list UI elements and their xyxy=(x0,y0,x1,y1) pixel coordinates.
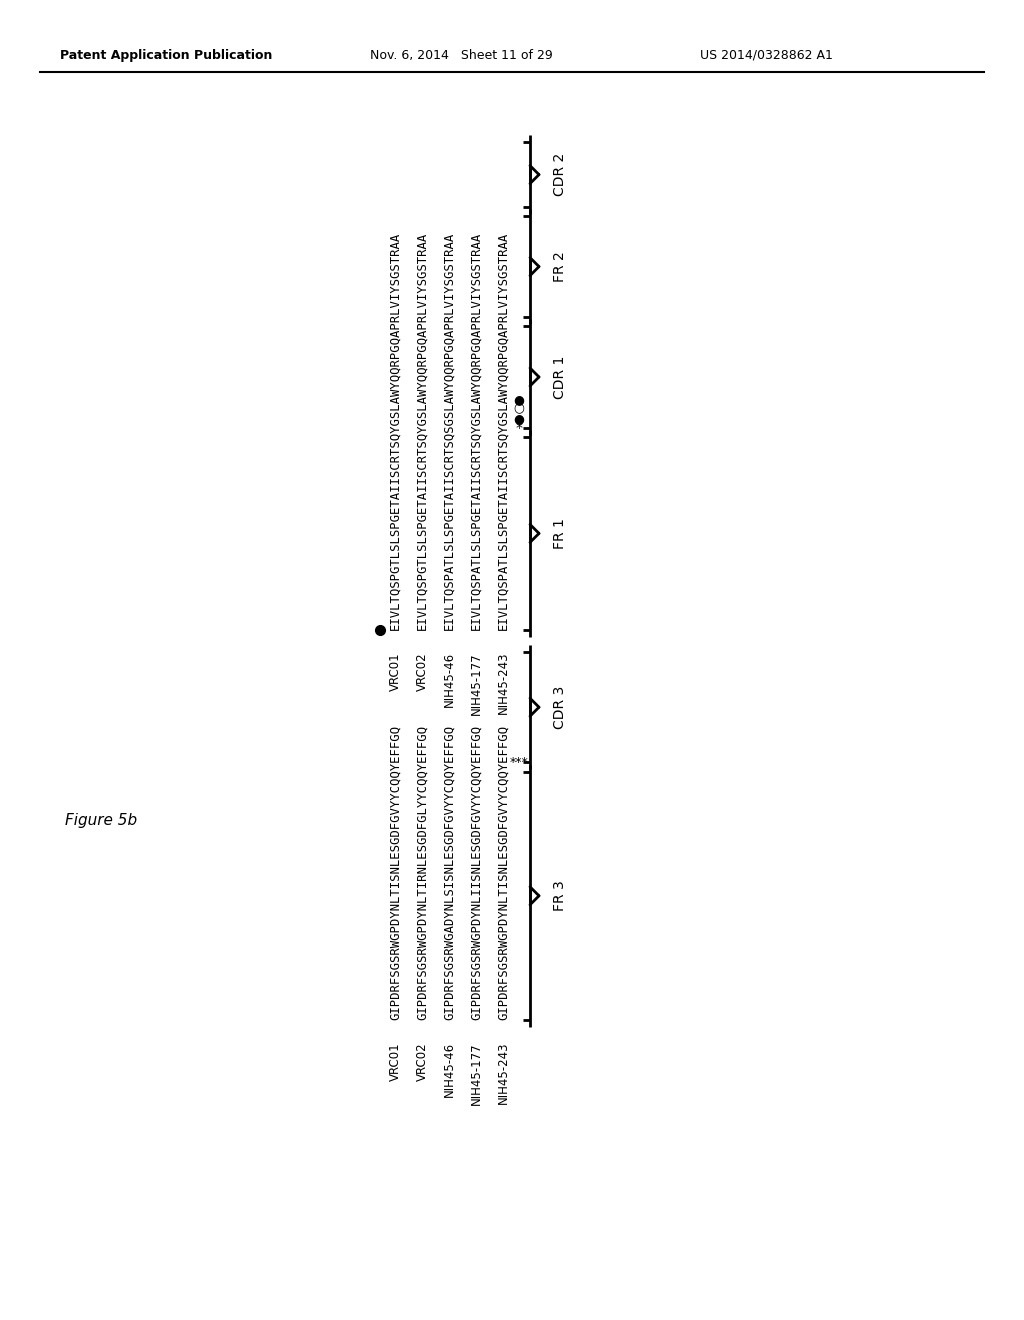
Text: VRC02: VRC02 xyxy=(416,1041,428,1081)
Text: Figure 5b: Figure 5b xyxy=(65,813,137,828)
Text: NIH45-46: NIH45-46 xyxy=(442,1041,456,1097)
Text: CDR 3: CDR 3 xyxy=(553,685,567,729)
Text: ●: ● xyxy=(514,412,524,425)
Text: ●: ● xyxy=(514,393,524,407)
Text: GIPDRFSGSRWGPDYNLTIRNLESGDFGLYYCQQYEFFGQ: GIPDRFSGSRWGPDYNLTIRNLESGDFGLYYCQQYEFFGQ xyxy=(416,725,428,1020)
Text: FR 1: FR 1 xyxy=(553,517,567,549)
Text: GIPDRFSGSRWGPDYNLIISNLESGDFGVYYCQQYEFFGQ: GIPDRFSGSRWGPDYNLIISNLESGDFGVYYCQQYEFFGQ xyxy=(469,725,482,1020)
Text: EIVLTQSPATLSLSPGETAIISCRTSQYGSLAWYQQRPGQAPRLVIYSGSTRAA: EIVLTQSPATLSLSPGETAIISCRTSQYGSLAWYQQRPGQ… xyxy=(469,232,482,630)
Text: ***: *** xyxy=(510,756,528,768)
Text: CDR 1: CDR 1 xyxy=(553,355,567,399)
Text: GIPDRFSGSRWGPDYNLTISNLESGDFGVYYCQQYEFFGQ: GIPDRFSGSRWGPDYNLTISNLESGDFGVYYCQQYEFFGQ xyxy=(497,725,510,1020)
Text: NIH45-46: NIH45-46 xyxy=(442,652,456,708)
Text: VRC01: VRC01 xyxy=(388,1041,401,1081)
Text: NIH45-243: NIH45-243 xyxy=(497,652,510,714)
Text: Patent Application Publication: Patent Application Publication xyxy=(60,49,272,62)
Text: VRC02: VRC02 xyxy=(416,652,428,690)
Text: NIH45-177: NIH45-177 xyxy=(469,1041,482,1105)
Text: CDR 2: CDR 2 xyxy=(553,153,567,197)
Text: NIH45-177: NIH45-177 xyxy=(469,652,482,714)
Text: VRC01: VRC01 xyxy=(388,652,401,690)
Text: EIVLTQSPATLSLSPGETAIISCRTSQSGSLAWYQQRPGQAPRLVIYSGSTRAA: EIVLTQSPATLSLSPGETAIISCRTSQSGSLAWYQQRPGQ… xyxy=(442,232,456,630)
Text: ○: ○ xyxy=(514,403,524,416)
Text: EIVLTQSPGTLSLSPGETAIISCRTSQYGSLAWYQQRPGQAPRLVIYSGSTRAA: EIVLTQSPGTLSLSPGETAIISCRTSQYGSLAWYQQRPGQ… xyxy=(388,232,401,630)
Text: GIPDRFSGSRWGPDYNLTISNLESGDFGVYYCQQYEFFGQ: GIPDRFSGSRWGPDYNLTISNLESGDFGVYYCQQYEFFGQ xyxy=(388,725,401,1020)
Text: GIPDRFSGSRWGADYNLSISNLESGDFGVYYCQQYEFFGQ: GIPDRFSGSRWGADYNLSISNLESGDFGVYYCQQYEFFGQ xyxy=(442,725,456,1020)
Text: FR 2: FR 2 xyxy=(553,251,567,282)
Text: FR 3: FR 3 xyxy=(553,880,567,911)
Text: Nov. 6, 2014   Sheet 11 of 29: Nov. 6, 2014 Sheet 11 of 29 xyxy=(370,49,553,62)
Text: EIVLTQSPGTLSLSPGETAIISCRTSQYGSLAWYQQRPGQAPRLVIYSGSTRAA: EIVLTQSPGTLSLSPGETAIISCRTSQYGSLAWYQQRPGQ… xyxy=(416,232,428,630)
Text: US 2014/0328862 A1: US 2014/0328862 A1 xyxy=(700,49,833,62)
Text: EIVLTQSPATLSLSPGETAIISCRTSQYGSLAWYQQRPGQAPRLVIYSGSTRAA: EIVLTQSPATLSLSPGETAIISCRTSQYGSLAWYQQRPGQ… xyxy=(497,232,510,630)
Text: *: * xyxy=(515,421,522,434)
Text: NIH45-243: NIH45-243 xyxy=(497,1041,510,1105)
